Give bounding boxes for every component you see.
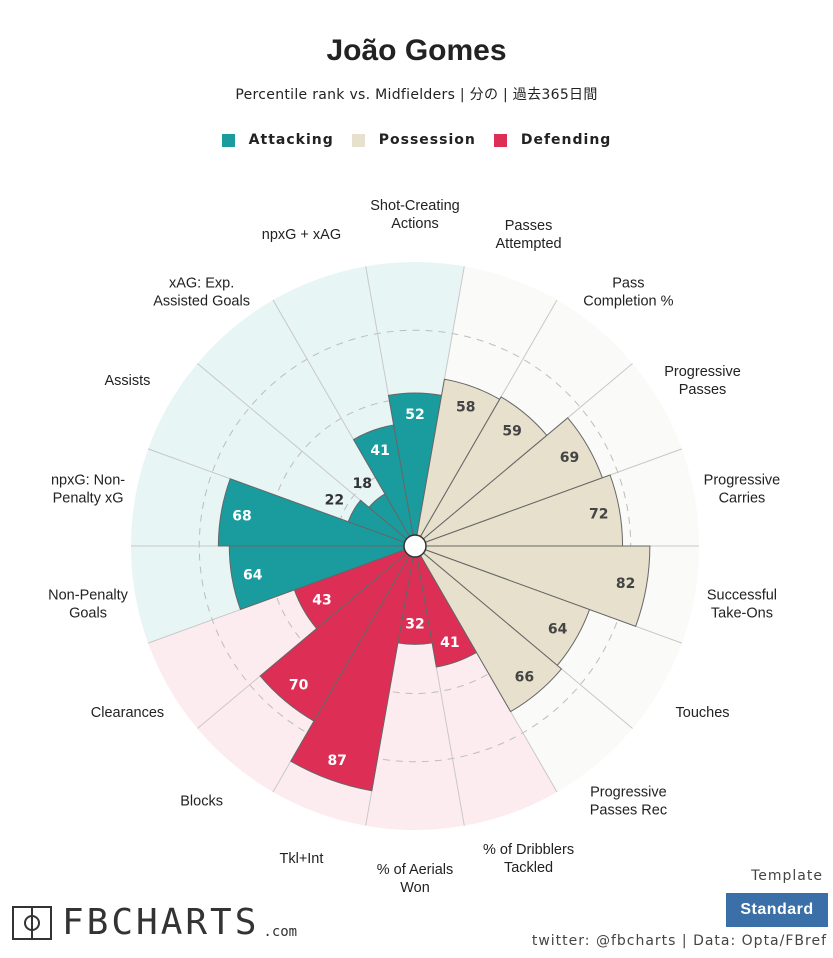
chart-title: João Gomes [326, 34, 507, 67]
category-label-line: Progressive [664, 364, 741, 380]
logo-text: FBCHARTS [62, 902, 260, 943]
legend-item-possession: Possession [351, 132, 476, 148]
fbcharts-logo: FBCHARTS .com [12, 902, 298, 943]
category-label-line: Touches [676, 705, 730, 721]
category-label-line: Assisted Goals [153, 294, 250, 310]
category-label-non-penalty-goals: Non-Penalty Goals [48, 588, 129, 622]
category-label-line: xAG: Exp. [169, 276, 234, 292]
value-label-passes-attempted: 58 [456, 400, 475, 416]
category-label-line: Penalty xG [53, 490, 124, 506]
legend-label-defending: Defending [520, 132, 612, 148]
category-label-line: Clearances [91, 705, 164, 721]
value-label-touches: 64 [548, 621, 568, 637]
category-label-line: % of Aerials [377, 862, 454, 878]
category-label-line: Attempted [496, 236, 562, 252]
category-label-progressive-carries: Progressive Carries [704, 472, 781, 506]
category-label-assists: Assists [105, 373, 151, 389]
value-label-progressive-carries: 72 [589, 507, 608, 523]
bg-wedge-of-aerials-won [365, 556, 465, 831]
value-label-npxg-xag: 41 [370, 443, 389, 459]
category-label-line: % of Dribblers [483, 842, 574, 858]
data-credit: twitter: @fbcharts | Data: Opta/FBref [531, 933, 827, 949]
legend-label-attacking: Attacking [248, 132, 334, 148]
bg-wedge-assists [148, 363, 407, 543]
pitch-icon [12, 906, 52, 940]
category-label-line: Passes [679, 382, 727, 398]
category-label-npxg-non-penalty-xg: npxG: Non- Penalty xG [51, 472, 125, 506]
category-label-line: Completion % [583, 294, 673, 310]
category-label-of-dribblers-tackled: % of Dribblers Tackled [483, 842, 574, 876]
category-label-line: Passes Rec [590, 802, 667, 818]
category-label-of-aerials-won: % of Aerials Won [377, 862, 454, 896]
legend: Attacking Possession Defending [0, 132, 833, 148]
category-label-line: Actions [391, 216, 439, 232]
category-label-tkl-int: Tkl+Int [279, 851, 323, 867]
category-label-line: Take-Ons [711, 606, 773, 622]
category-label-line: Progressive [590, 784, 667, 800]
category-label-line: Non-Penalty [48, 588, 129, 604]
legend-swatch-attacking [221, 133, 235, 147]
category-label-npxg-xag: npxG + xAG [262, 227, 341, 243]
value-label-tkl-int: 87 [327, 753, 346, 769]
category-label-line: Passes [505, 218, 553, 234]
category-label-shot-creating-actions: Shot-Creating Actions [370, 198, 459, 232]
value-label-xag-exp-assisted-goals: 18 [352, 476, 371, 492]
value-label-progressive-passes: 69 [560, 450, 579, 466]
category-label-line: npxG + xAG [262, 227, 341, 243]
legend-swatch-defending [493, 133, 507, 147]
category-label-xag-exp-assisted-goals: xAG: Exp. Assisted Goals [153, 276, 250, 310]
category-label-line: Won [400, 880, 430, 896]
category-label-line: Tackled [504, 860, 553, 876]
value-label-non-penalty-goals: 64 [243, 568, 263, 584]
category-label-line: npxG: Non- [51, 472, 125, 488]
logo-suffix: .com [263, 924, 298, 940]
category-label-progressive-passes-rec: Progressive Passes Rec [590, 784, 667, 818]
category-label-line: Blocks [180, 793, 223, 809]
value-label-successful-take-ons: 82 [616, 576, 635, 592]
value-label-of-dribblers-tackled: 41 [440, 635, 459, 651]
category-label-line: Shot-Creating [370, 198, 459, 214]
category-label-pass-completion: Pass Completion % [583, 276, 673, 310]
bg-wedge-xag-exp-assisted-goals [197, 300, 410, 539]
value-label-progressive-passes-rec: 66 [515, 669, 534, 685]
legend-item-attacking: Attacking [221, 132, 334, 148]
legend-swatch-possession [351, 133, 365, 147]
value-label-assists: 22 [325, 492, 344, 508]
category-label-passes-attempted: Passes Attempted [496, 218, 562, 252]
value-label-shot-creating-actions: 52 [405, 407, 424, 423]
value-label-of-aerials-won: 32 [405, 616, 424, 632]
category-label-line: Successful [707, 588, 777, 604]
value-label-npxg-non-penalty-xg: 68 [232, 509, 251, 525]
category-label-successful-take-ons: Successful Take-Ons [707, 588, 777, 622]
category-label-line: Assists [105, 373, 151, 389]
category-label-line: Goals [69, 606, 107, 622]
category-label-line: Pass [612, 276, 644, 292]
category-label-line: Carries [719, 490, 766, 506]
value-label-blocks: 70 [289, 678, 309, 694]
category-label-touches: Touches [676, 705, 730, 721]
template-standard-button[interactable]: Standard [726, 893, 828, 927]
template-label: Template [751, 868, 823, 884]
value-label-pass-completion: 59 [502, 423, 521, 439]
chart-subtitle: Percentile rank vs. Midfielders | 分の | 過… [235, 87, 598, 103]
category-label-progressive-passes: Progressive Passes [664, 364, 741, 398]
category-label-clearances: Clearances [91, 705, 164, 721]
legend-item-defending: Defending [493, 132, 612, 148]
category-label-line: Tkl+Int [279, 851, 323, 867]
category-label-line: Progressive [704, 472, 781, 488]
center-hole [403, 534, 427, 558]
value-label-clearances: 43 [312, 593, 331, 609]
category-label-blocks: Blocks [180, 793, 223, 809]
legend-label-possession: Possession [378, 132, 476, 148]
